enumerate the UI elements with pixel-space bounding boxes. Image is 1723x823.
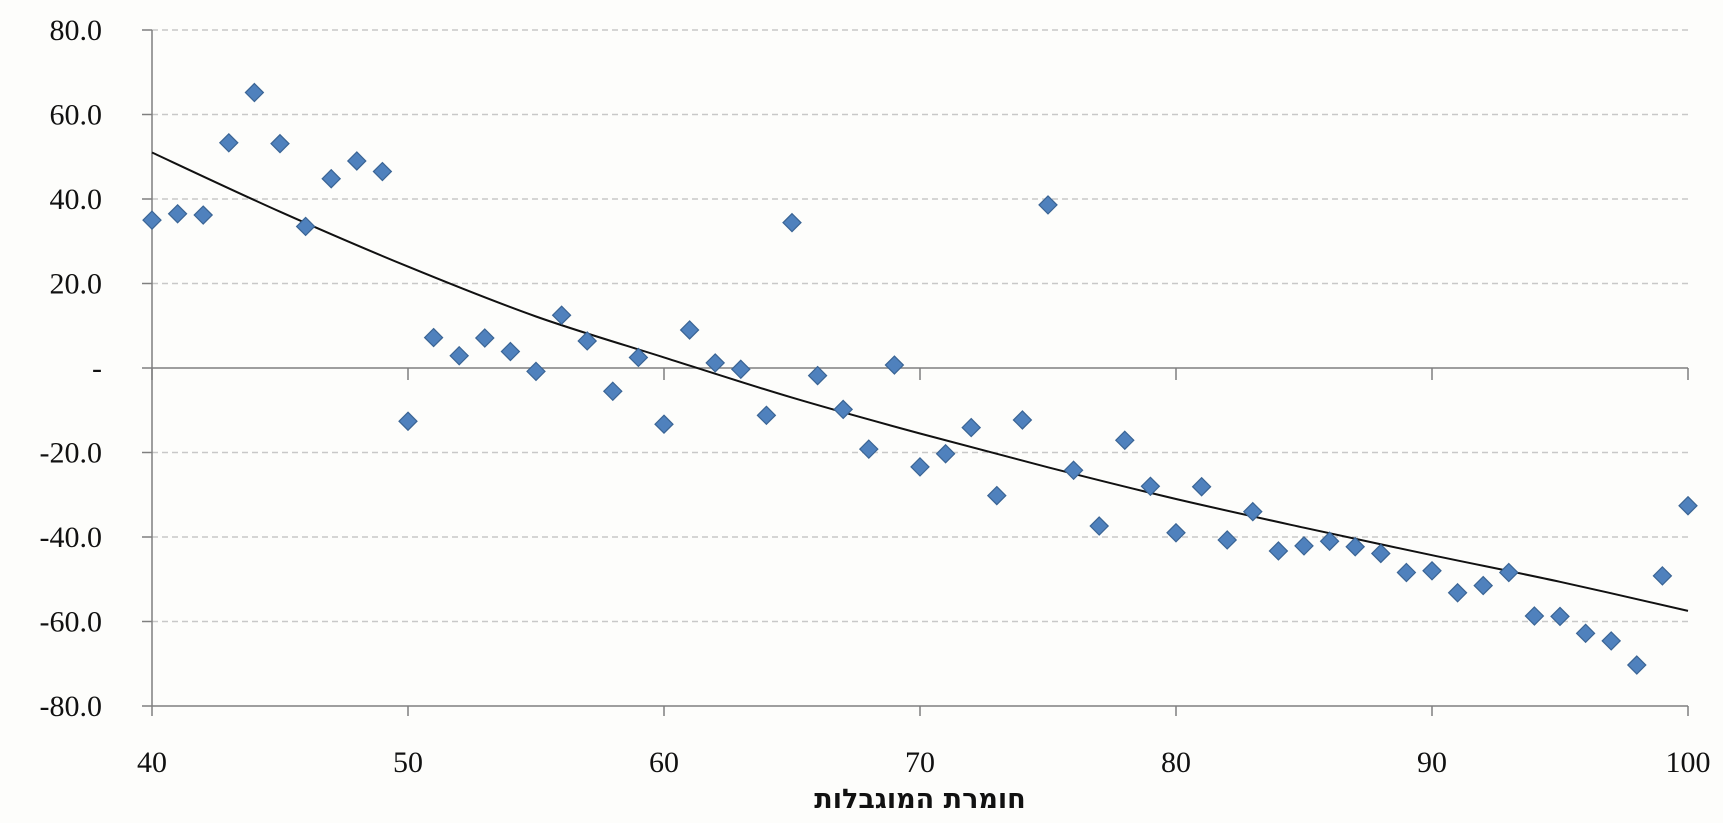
data-point xyxy=(1217,530,1238,550)
data-point xyxy=(1191,476,1212,497)
data-point xyxy=(602,381,623,402)
data-point xyxy=(1319,531,1340,552)
data-point xyxy=(346,151,367,171)
data-point xyxy=(705,353,726,373)
data-point xyxy=(1140,476,1161,497)
x-tick-label: 40 xyxy=(137,746,167,779)
data-point xyxy=(1268,541,1289,561)
data-point xyxy=(1294,536,1314,556)
data-point xyxy=(961,417,982,438)
y-tick-label: -20.0 xyxy=(40,437,103,470)
data-point xyxy=(782,212,802,233)
data-point xyxy=(654,414,674,435)
data-point xyxy=(1345,536,1366,557)
data-point xyxy=(833,399,854,420)
data-point xyxy=(910,457,930,477)
x-tick-label: 50 xyxy=(393,746,423,779)
data-point xyxy=(628,347,649,368)
data-point xyxy=(1166,522,1186,543)
data-point xyxy=(1063,460,1084,481)
data-point xyxy=(295,216,316,237)
data-point xyxy=(756,405,777,426)
data-point xyxy=(372,161,393,182)
data-point xyxy=(577,331,598,351)
data-point xyxy=(884,355,905,375)
y-tick-label: -40.0 xyxy=(40,521,103,554)
y-tick-label: - xyxy=(92,352,102,385)
y-tick-label: 40.0 xyxy=(50,183,103,216)
data-point xyxy=(1089,516,1110,536)
data-point xyxy=(526,361,546,382)
axes xyxy=(142,29,1689,716)
data-point xyxy=(679,320,700,340)
data-point xyxy=(423,327,444,348)
x-tick-labels: 40 50 60 70 80 90 100 xyxy=(137,746,1711,779)
data-point xyxy=(1473,575,1494,596)
data-point xyxy=(321,168,342,189)
data-point xyxy=(398,411,418,432)
x-tick-label: 80 xyxy=(1161,746,1191,779)
data-point xyxy=(218,132,239,153)
trendline xyxy=(151,151,1689,612)
data-point xyxy=(1038,195,1058,215)
data-point xyxy=(244,82,265,103)
data-point xyxy=(270,133,290,154)
data-point xyxy=(1114,430,1135,451)
data-point xyxy=(1652,566,1673,586)
data-point xyxy=(1550,606,1570,627)
data-point xyxy=(193,205,214,225)
y-tick-label: -80.0 xyxy=(40,690,103,723)
data-point xyxy=(1422,560,1442,581)
data-point xyxy=(449,345,470,366)
data-point xyxy=(1242,501,1263,522)
x-tick-label: 100 xyxy=(1666,746,1711,779)
data-point xyxy=(1601,631,1622,651)
data-point xyxy=(142,210,162,230)
data-point xyxy=(1678,495,1698,516)
data-point xyxy=(1524,606,1545,626)
gridlines xyxy=(152,29,1688,623)
data-point xyxy=(730,359,751,380)
data-point xyxy=(858,439,879,459)
x-tick-label: 70 xyxy=(905,746,935,779)
data-point xyxy=(1370,543,1391,564)
data-point xyxy=(167,203,188,224)
trendline-layer xyxy=(151,151,1689,612)
data-points xyxy=(142,82,1698,675)
x-tick-label: 60 xyxy=(649,746,679,779)
data-point xyxy=(1626,655,1647,675)
data-point xyxy=(551,305,572,326)
data-point xyxy=(1396,562,1417,583)
y-tick-labels: 80.0 60.0 40.0 20.0 - -20.0 -40.0 -60.0 -80.0 xyxy=(40,14,103,723)
data-point xyxy=(935,443,956,464)
data-point xyxy=(1447,582,1468,603)
data-point xyxy=(807,365,828,386)
data-point xyxy=(500,341,521,362)
data-point xyxy=(474,328,495,348)
data-point xyxy=(1012,410,1033,430)
data-point xyxy=(1498,562,1519,583)
y-tick-label: 60.0 xyxy=(50,99,103,132)
data-point xyxy=(986,485,1007,506)
y-tick-label: -60.0 xyxy=(40,606,103,639)
y-tick-label: 20.0 xyxy=(50,268,103,301)
x-axis-title: חומרת המוגבלות xyxy=(814,784,1025,815)
data-point xyxy=(1575,623,1596,644)
x-tick-label: 90 xyxy=(1417,746,1447,779)
y-tick-label: 80.0 xyxy=(50,14,103,47)
